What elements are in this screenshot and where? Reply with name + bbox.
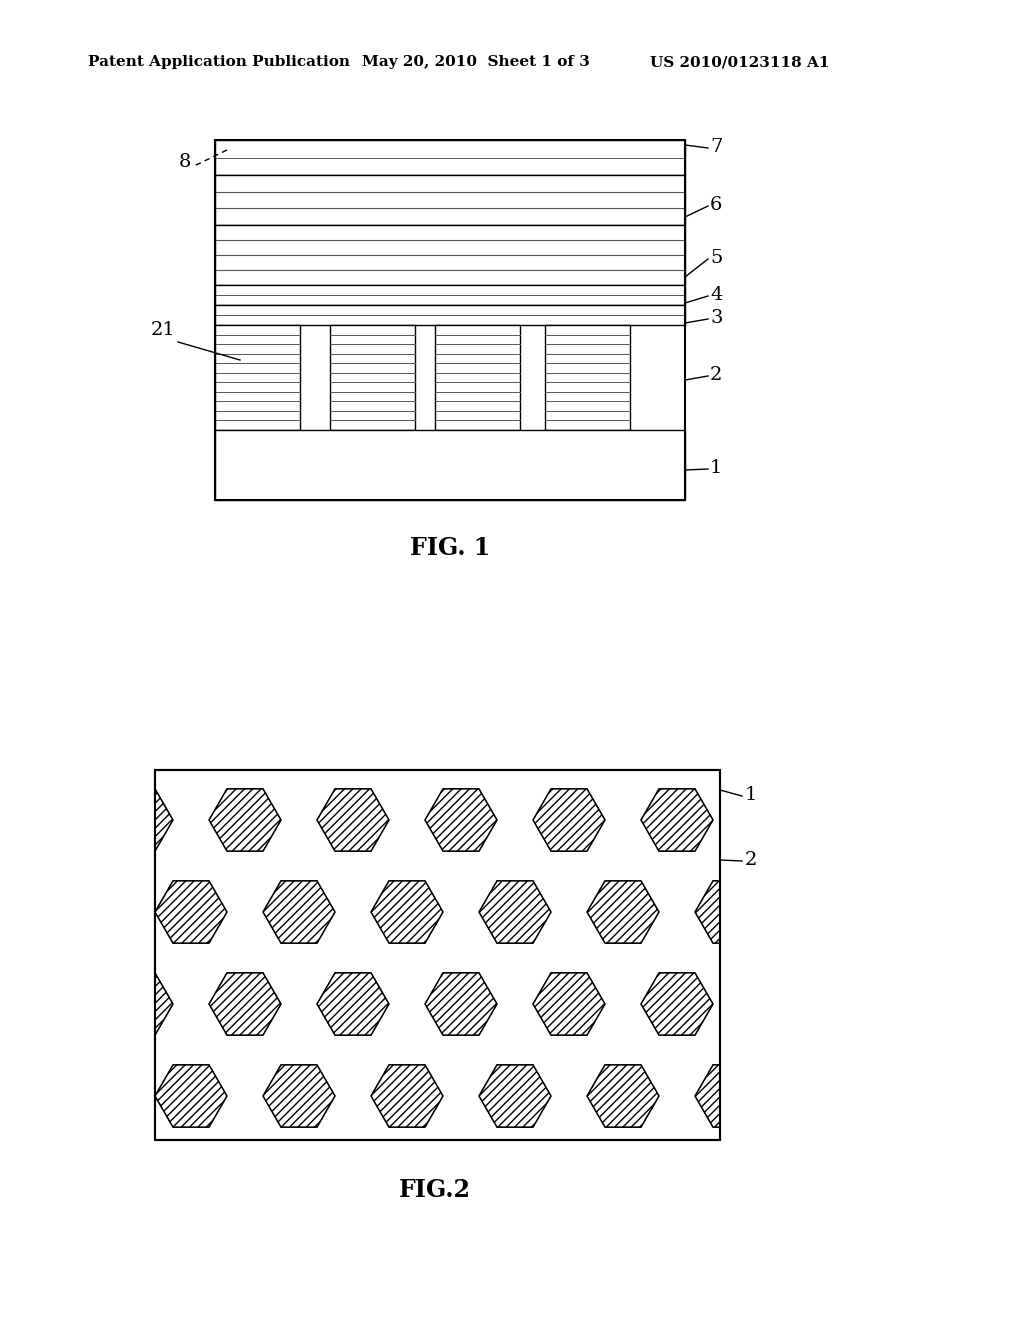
Text: 21: 21 [151, 321, 175, 339]
Bar [155, 770, 720, 1140]
Polygon shape [317, 789, 389, 851]
Bar [215, 285, 685, 305]
Bar [215, 325, 300, 430]
Text: 2: 2 [745, 851, 758, 869]
Polygon shape [263, 880, 335, 944]
Polygon shape [695, 880, 767, 944]
Bar [215, 430, 685, 500]
Polygon shape [263, 1065, 335, 1127]
Text: FIG. 1: FIG. 1 [410, 536, 490, 560]
Text: 8: 8 [179, 153, 191, 172]
Polygon shape [695, 1065, 767, 1127]
Bar [155, 770, 720, 1140]
Bar [215, 140, 685, 500]
Text: 4: 4 [710, 286, 722, 304]
Bar [545, 325, 630, 430]
Text: 6: 6 [710, 195, 722, 214]
Bar [330, 325, 415, 430]
Polygon shape [587, 880, 659, 944]
Polygon shape [371, 1065, 443, 1127]
Polygon shape [155, 1065, 227, 1127]
Polygon shape [101, 973, 173, 1035]
Polygon shape [209, 973, 281, 1035]
Polygon shape [534, 973, 605, 1035]
Bar [435, 325, 520, 430]
Polygon shape [425, 789, 497, 851]
Text: US 2010/0123118 A1: US 2010/0123118 A1 [650, 55, 829, 69]
Polygon shape [479, 1065, 551, 1127]
Polygon shape [317, 973, 389, 1035]
Polygon shape [425, 973, 497, 1035]
Polygon shape [641, 789, 713, 851]
Bar [215, 176, 685, 224]
Text: 1: 1 [710, 459, 722, 477]
Polygon shape [209, 789, 281, 851]
Text: 1: 1 [745, 785, 758, 804]
Polygon shape [371, 880, 443, 944]
Text: 5: 5 [710, 249, 722, 267]
Polygon shape [101, 789, 173, 851]
Bar [215, 140, 685, 176]
Bar [215, 224, 685, 285]
Text: 3: 3 [710, 309, 723, 327]
Text: FIG.2: FIG.2 [399, 1177, 471, 1203]
Polygon shape [587, 1065, 659, 1127]
Text: 2: 2 [710, 366, 722, 384]
Bar [215, 305, 685, 325]
Text: Patent Application Publication: Patent Application Publication [88, 55, 350, 69]
Polygon shape [534, 789, 605, 851]
Polygon shape [479, 880, 551, 944]
Polygon shape [155, 880, 227, 944]
Text: May 20, 2010  Sheet 1 of 3: May 20, 2010 Sheet 1 of 3 [362, 55, 590, 69]
Text: 7: 7 [710, 139, 722, 156]
Polygon shape [641, 973, 713, 1035]
